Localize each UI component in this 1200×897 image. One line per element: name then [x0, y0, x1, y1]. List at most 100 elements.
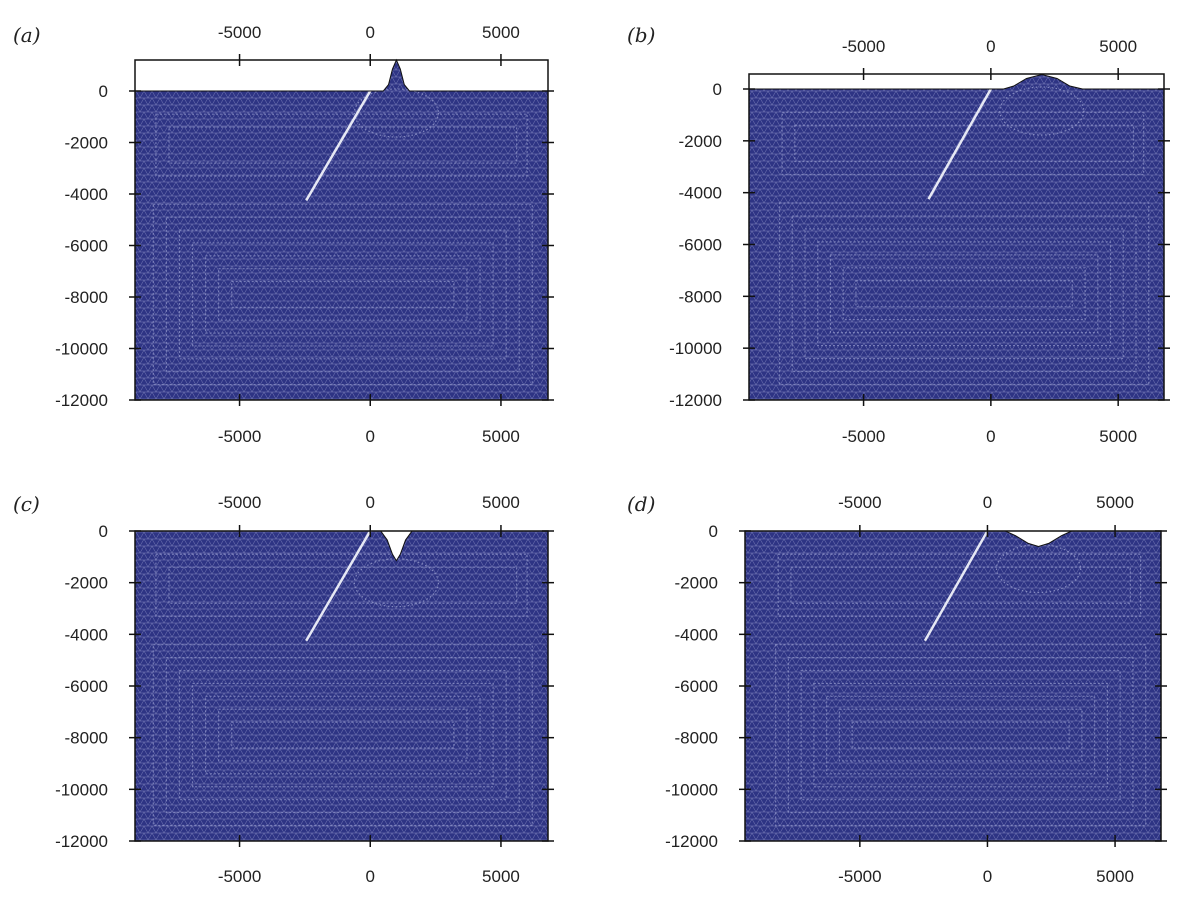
mesh-region [135, 60, 548, 400]
mesh-band [851, 721, 1070, 749]
x-tick-label-top: 5000 [1099, 37, 1137, 56]
panel-label: (a) [13, 23, 41, 47]
panel-label: (b) [627, 23, 655, 47]
axes-frame [134, 59, 549, 401]
x-tick-label-top: 0 [366, 493, 375, 512]
fault-line [927, 88, 992, 200]
y-tick-label: -10000 [665, 780, 718, 799]
x-tick-label-top: -5000 [218, 23, 261, 42]
y-tick-label: -6000 [675, 677, 718, 696]
deformation-zone [353, 88, 439, 138]
x-tick-label: 5000 [1099, 427, 1137, 446]
surface-profile [745, 530, 1161, 548]
y-tick-label: -12000 [669, 391, 722, 410]
x-tick-label: -5000 [218, 867, 261, 886]
mesh-band [790, 566, 1131, 604]
x-tick-label: 0 [986, 427, 995, 446]
mesh-band [168, 126, 518, 164]
panel-d: 0 -2000 -4000 -6000 -8000 -10000 -12000 -5000 -5… [627, 492, 1167, 886]
mesh-band [775, 644, 1147, 827]
mesh-band [838, 708, 1083, 762]
mesh-band [155, 113, 528, 177]
y-tick-label: -2000 [65, 134, 108, 153]
mesh-band [787, 656, 1134, 814]
x-tick-label-top: 5000 [482, 23, 520, 42]
y-tick-label: 0 [709, 522, 718, 541]
y-tick-label: -8000 [65, 729, 108, 748]
mesh-band [204, 255, 481, 334]
y-tick-label: 0 [99, 522, 108, 541]
fault-line [305, 90, 372, 202]
mesh-band [842, 267, 1086, 321]
x-tick-label-top: -5000 [838, 493, 881, 512]
x-tick-label-top: 0 [986, 37, 995, 56]
y-tick-label: -6000 [679, 236, 722, 255]
mesh-band [777, 553, 1142, 617]
mesh-band [152, 203, 533, 386]
mesh-band [829, 254, 1099, 334]
x-tick-label: 5000 [1096, 867, 1134, 886]
panel-b: 0 -2000 -4000 -6000 -8000 -10000 -12000 -5000 -5… [627, 23, 1170, 446]
x-tick-label-top: 5000 [482, 493, 520, 512]
x-tick-label: 0 [366, 867, 375, 886]
y-tick-label: -8000 [65, 288, 108, 307]
y-tick-label: -12000 [55, 832, 108, 851]
mesh-band [191, 682, 494, 788]
mesh-band [826, 695, 1096, 775]
x-tick-label: -5000 [838, 867, 881, 886]
panel-c: 0 -2000 -4000 -6000 -8000 -10000 -12000 -5000 -5… [13, 492, 554, 886]
y-tick-label: -2000 [679, 132, 722, 151]
mesh-band [152, 644, 533, 827]
y-tick-label: -6000 [65, 677, 108, 696]
y-tick-label: -10000 [55, 340, 108, 359]
mesh-bands [775, 553, 1147, 827]
x-tick-label-top: 0 [366, 23, 375, 42]
x-tick-label: 0 [366, 427, 375, 446]
mesh-band [155, 553, 528, 617]
y-tick-label: -2000 [65, 574, 108, 593]
y-tick-label: -4000 [65, 185, 108, 204]
mesh-band [191, 242, 494, 347]
y-tick-label: -8000 [675, 729, 718, 748]
panel-label: (c) [13, 492, 40, 516]
x-tick-label-top: -5000 [218, 493, 261, 512]
fault-line [923, 530, 989, 642]
y-tick-label: -12000 [665, 832, 718, 851]
y-tick-label: -6000 [65, 237, 108, 256]
x-tick-label-top: -5000 [842, 37, 885, 56]
y-tick-label: -4000 [679, 184, 722, 203]
y-tick-label: -10000 [669, 339, 722, 358]
mesh-region [749, 74, 1164, 400]
fault-line [305, 530, 372, 642]
surface-profile [135, 58, 548, 92]
x-tick-label-top: 5000 [1096, 493, 1134, 512]
y-tick-label: -2000 [675, 574, 718, 593]
deformation-zone [353, 558, 439, 608]
x-tick-label: 5000 [482, 427, 520, 446]
y-tick-label: -4000 [675, 625, 718, 644]
x-tick-label: -5000 [218, 427, 261, 446]
x-tick-label-top: 0 [983, 493, 992, 512]
x-tick-label: 5000 [482, 867, 520, 886]
mesh-band [778, 202, 1150, 386]
mesh-band [165, 216, 520, 373]
mesh-bands [152, 113, 533, 386]
y-tick-label: 0 [99, 82, 108, 101]
mesh-region [745, 531, 1161, 841]
y-tick-label: 0 [713, 80, 722, 99]
panel-label: (d) [627, 492, 655, 516]
mesh-band [813, 682, 1109, 788]
panel-a: 0 -2000 -4000 -6000 -8000 -10000 -12000 -5000 -5… [13, 23, 554, 446]
mesh-bands [778, 111, 1150, 386]
surface-profile [135, 530, 548, 562]
x-tick-label: 0 [983, 867, 992, 886]
deformation-zone [995, 543, 1082, 594]
mesh-band [218, 708, 468, 762]
y-tick-label: -12000 [55, 391, 108, 410]
surface-profile [749, 73, 1164, 90]
y-tick-label: -10000 [55, 780, 108, 799]
axes-frame [748, 73, 1165, 401]
mesh-band [791, 215, 1137, 373]
deformation-zone [999, 86, 1085, 136]
mesh-band [204, 695, 481, 775]
